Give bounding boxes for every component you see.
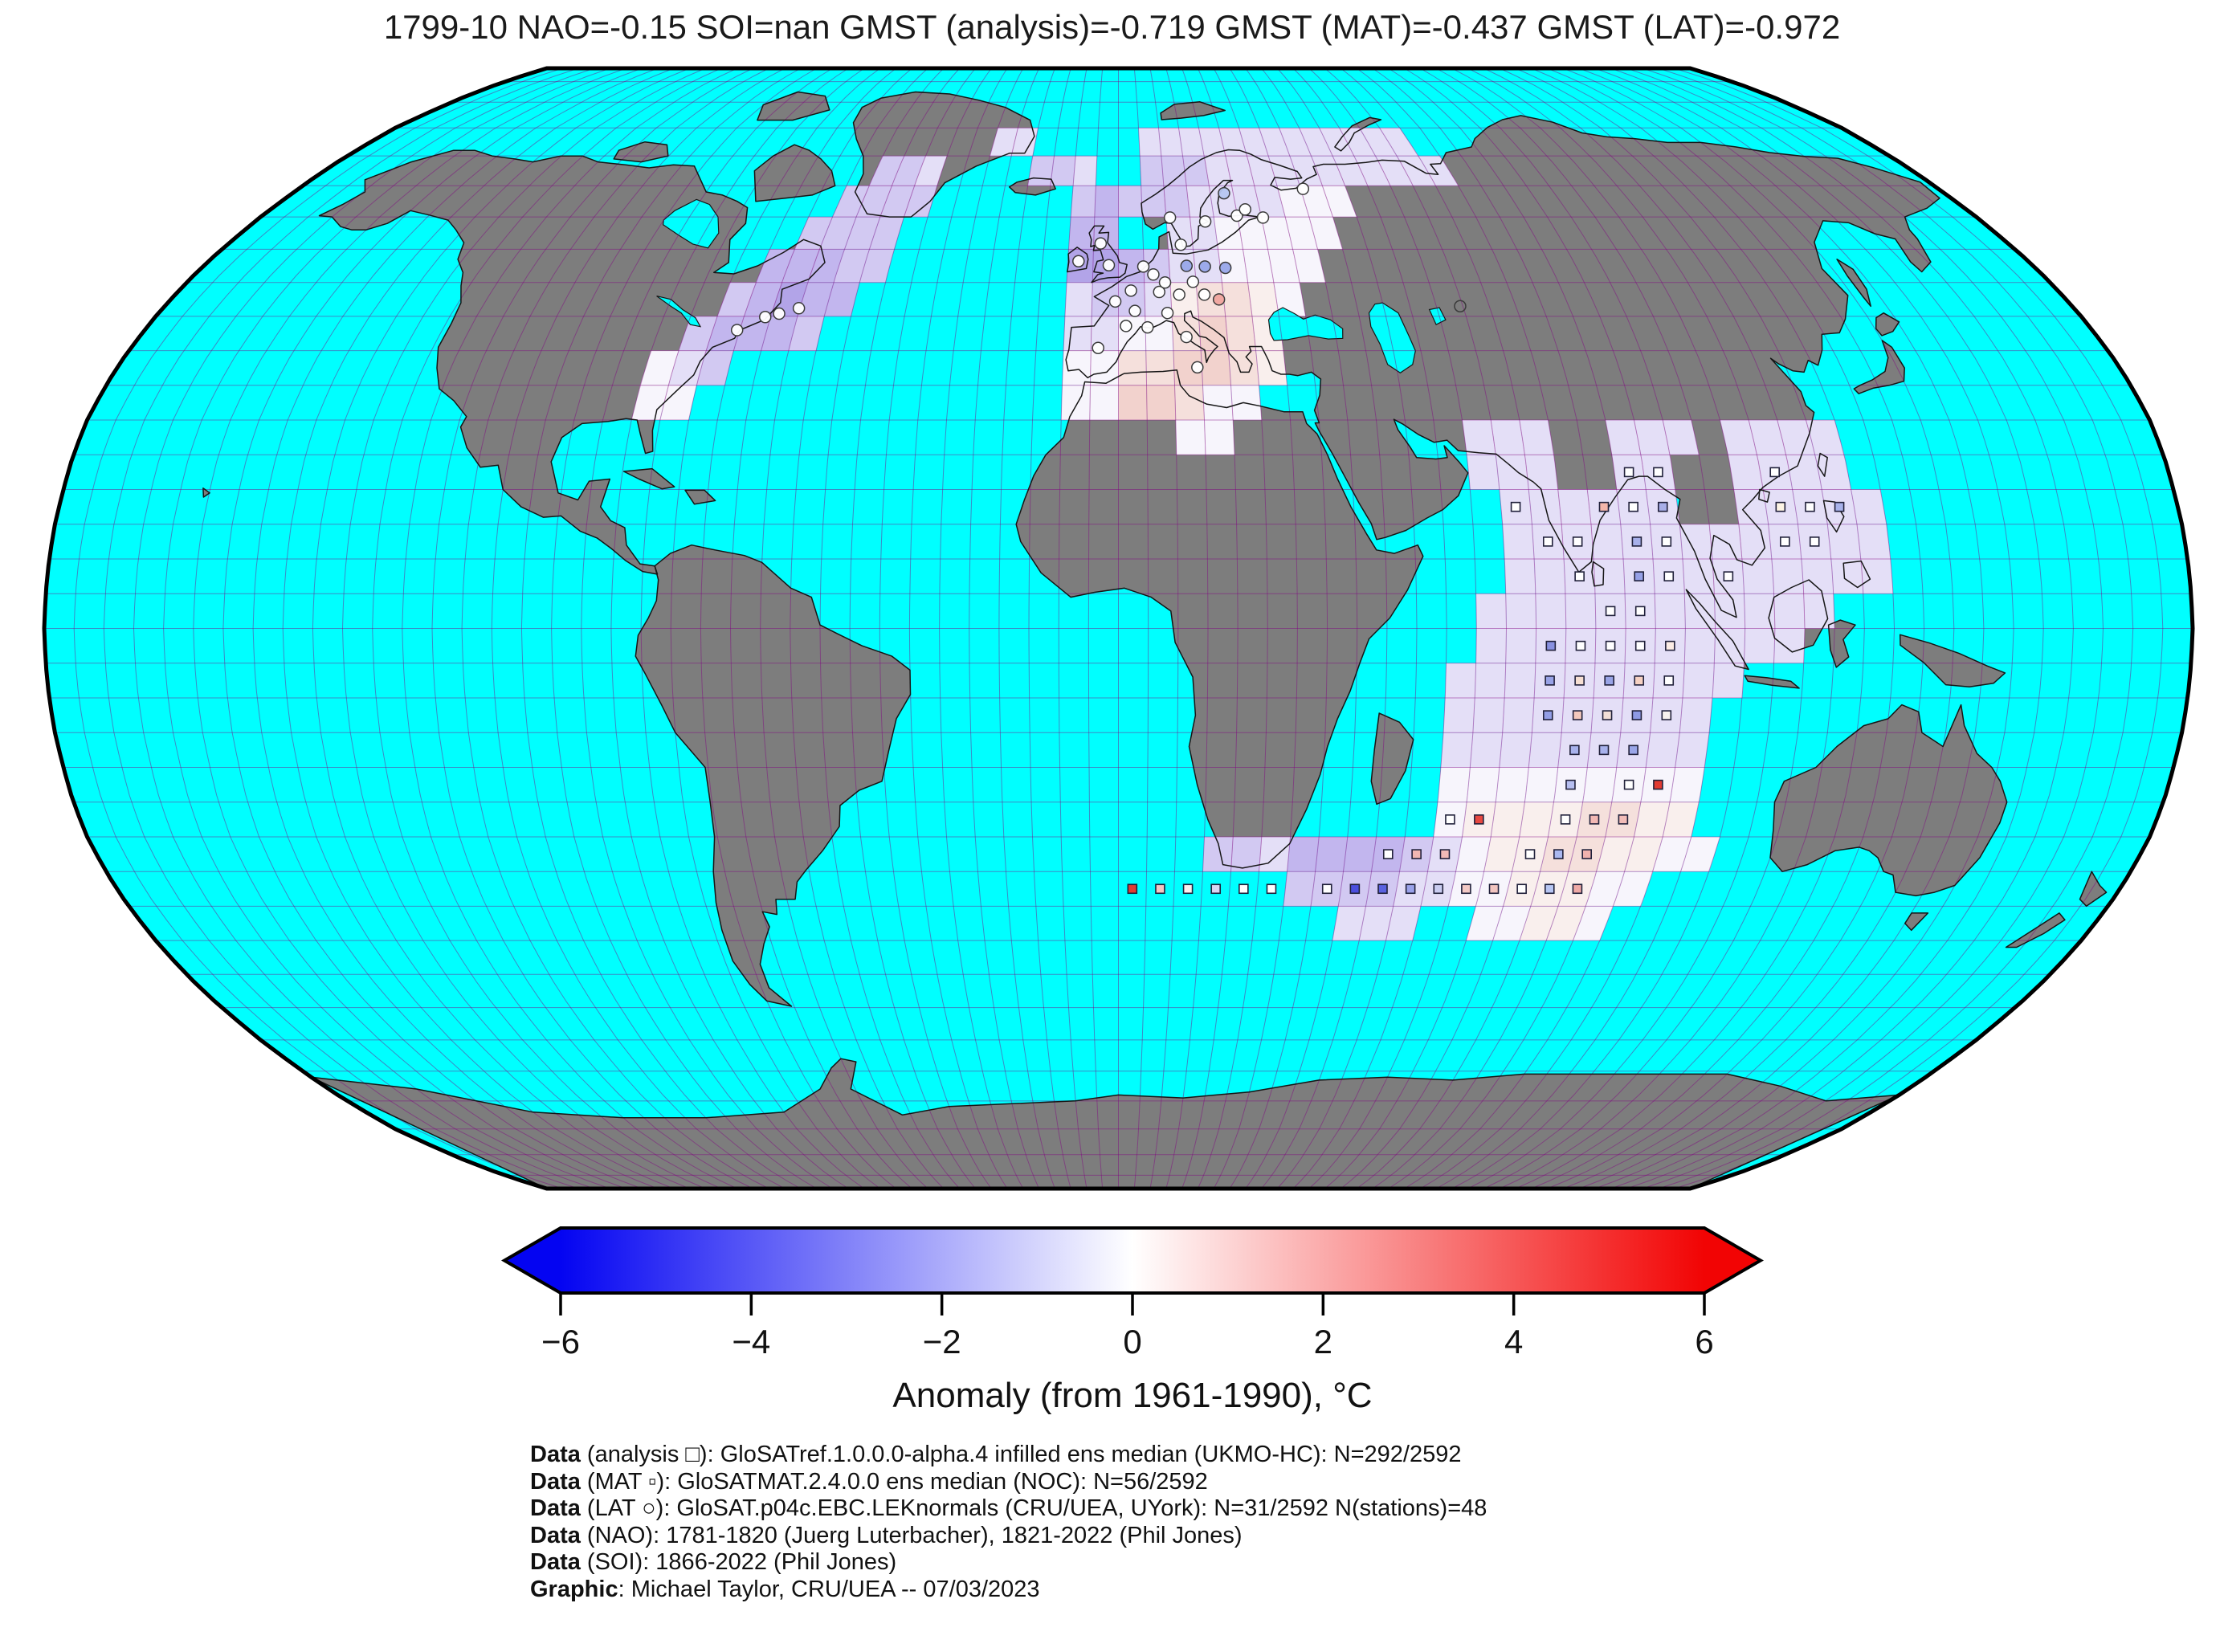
colorbar-axis-label: Anomaly (from 1961-1990), °C bbox=[892, 1376, 1372, 1415]
credit-line-analysis: Data (analysis □): GloSATref.1.0.0.0-alp… bbox=[530, 1442, 1462, 1467]
colorbar-tick-label: −2 bbox=[923, 1323, 961, 1360]
credits-block: Data (analysis □): GloSATref.1.0.0.0-alp… bbox=[530, 1442, 1487, 1603]
colorbar: −6 −4 −2 0 2 4 6 Anomaly (from 1961-1990), °C bbox=[501, 1226, 1764, 1415]
colorbar-tick-label: 2 bbox=[1314, 1323, 1332, 1360]
credit-line-mat: Data (MAT ▫): GloSATMAT.2.4.0.0 ens medi… bbox=[530, 1468, 1208, 1495]
credit-line-soi: Data (SOI): 1866-2022 (Phil Jones) bbox=[530, 1549, 897, 1575]
colorbar-tick-label: −4 bbox=[732, 1323, 770, 1360]
mat-square-markers bbox=[1127, 467, 1845, 895]
lat-circle-markers bbox=[730, 182, 1467, 374]
coastlines bbox=[202, 91, 2108, 1189]
credit-line-nao: Data (NAO): 1781-1820 (Juerg Luterbacher… bbox=[530, 1522, 1243, 1548]
figure-title: 1799-10 NAO=-0.15 SOI=nan GMST (analysis… bbox=[383, 8, 1841, 46]
world-map bbox=[42, 66, 2195, 1191]
colorbar-tick-label: 6 bbox=[1695, 1323, 1713, 1360]
colorbar-left-arrow bbox=[504, 1228, 561, 1293]
colorbar-tick-label: −6 bbox=[541, 1323, 580, 1360]
lakes bbox=[656, 198, 1447, 374]
colorbar-gradient-bar bbox=[561, 1228, 1704, 1293]
colorbar-ticks: −6 −4 −2 0 2 4 6 bbox=[541, 1293, 1714, 1360]
colorbar-tick-label: 4 bbox=[1504, 1323, 1523, 1360]
colorbar-tick-label: 0 bbox=[1123, 1323, 1141, 1360]
colorbar-right-arrow bbox=[1704, 1228, 1761, 1293]
anomaly-cells bbox=[631, 128, 1894, 941]
map-outline bbox=[42, 66, 2195, 1191]
credit-line-lat: Data (LAT ○): GloSAT.p04c.EBC.LEKnormals… bbox=[530, 1495, 1487, 1521]
credit-line-graphic: Graphic: Michael Taylor, CRU/UEA -- 07/0… bbox=[530, 1576, 1040, 1602]
